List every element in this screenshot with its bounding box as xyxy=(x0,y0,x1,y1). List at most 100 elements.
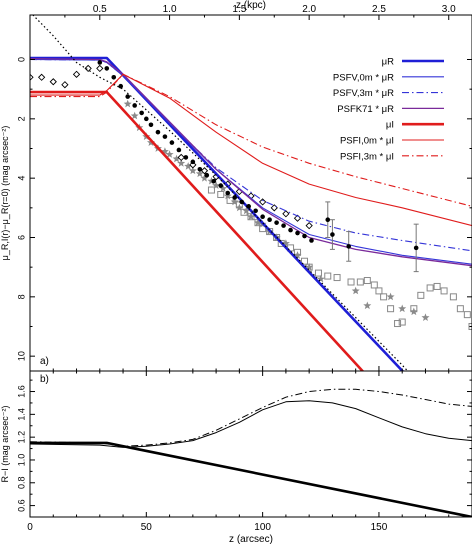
open-square-marker xyxy=(217,190,225,198)
star-marker xyxy=(188,166,197,175)
star-marker xyxy=(247,212,255,221)
panel-b-y-tick-label: 1.4 xyxy=(16,408,26,421)
open-square-marker xyxy=(394,320,402,328)
open-diamond-marker xyxy=(200,167,209,175)
filled-circle-marker xyxy=(169,140,175,145)
open-diamond-marker xyxy=(177,153,185,162)
top-axis-tick-label: 2.0 xyxy=(302,4,316,15)
errorbar-point-marker xyxy=(330,232,335,237)
star-marker xyxy=(223,191,232,200)
open-diamond-marker xyxy=(305,221,313,230)
star-marker xyxy=(184,162,193,170)
panel-b-y-axis-label: R−I (mag arcsec⁻²) xyxy=(0,405,10,482)
star-marker xyxy=(421,313,430,321)
open-diamond-marker xyxy=(96,64,104,73)
open-square-marker xyxy=(426,284,434,292)
open-square-marker xyxy=(456,305,464,313)
star-marker xyxy=(123,99,132,108)
x-tick-label: 50 xyxy=(141,522,153,533)
panel-b: 0.6 0.8 1.0 1.2 1.4 1.6 0 50 100 150 R−I (mag arc… xyxy=(0,370,472,545)
filled-circle-marker xyxy=(295,230,300,236)
panel-a-y-axis-label: μ_R,I(r)−μ_R(r=0) (mag arcsec⁻²) xyxy=(0,126,10,261)
panel-a-series-line-0 xyxy=(30,56,405,371)
open-diamond-marker xyxy=(49,78,57,86)
x-tick-label: 150 xyxy=(371,522,388,533)
panel-a-y-tick-label: 6 xyxy=(16,235,26,240)
filled-circle-marker xyxy=(132,103,137,108)
filled-circle-marker xyxy=(118,83,124,89)
open-square-marker xyxy=(433,282,441,290)
legend-entry-label: PSFK71 * μR xyxy=(337,104,394,115)
open-diamond-marker xyxy=(84,64,92,73)
star-marker xyxy=(160,147,169,155)
filled-circle-marker xyxy=(253,208,258,214)
filled-circle-marker xyxy=(274,220,279,225)
star-marker xyxy=(177,159,186,167)
panel-b-y-tick-label: 0.8 xyxy=(16,477,26,490)
star-marker xyxy=(293,251,302,259)
filled-circle-marker xyxy=(204,172,210,178)
legend-entry-label: PSFV,3m * μR xyxy=(333,88,394,99)
top-axis-label: z (kpc) xyxy=(236,0,266,11)
panel-a-series-line-5 xyxy=(30,73,472,227)
star-marker xyxy=(242,206,251,215)
legend-entry-label: PSFI,0m * μI xyxy=(340,136,394,147)
open-square-marker xyxy=(356,278,364,286)
filled-circle-marker xyxy=(148,122,154,128)
panel-a-series-line-7 xyxy=(32,15,409,371)
open-square-marker xyxy=(375,287,383,295)
open-square-marker xyxy=(333,274,341,282)
filled-circle-marker xyxy=(288,227,293,233)
panel-b-y-tick-label: 0.6 xyxy=(16,499,26,512)
errorbar-point-marker xyxy=(413,245,419,251)
open-diamond-marker xyxy=(270,204,278,212)
open-square-marker xyxy=(463,311,471,319)
open-diamond-marker xyxy=(258,198,267,206)
filled-circle-marker xyxy=(155,129,161,135)
filled-circle-marker xyxy=(176,147,182,153)
open-diamond-marker xyxy=(72,70,81,78)
panel-a-y-tick-label: 2 xyxy=(16,116,26,121)
open-square-marker xyxy=(449,293,457,301)
star-marker xyxy=(316,274,325,283)
filled-circle-marker xyxy=(302,233,307,239)
open-square-marker xyxy=(301,257,309,265)
open-square-marker xyxy=(380,293,388,301)
star-marker xyxy=(230,197,239,206)
star-marker xyxy=(351,286,360,295)
open-square-marker xyxy=(314,269,322,277)
top-axis-tick-label: 2.5 xyxy=(372,4,386,15)
open-square-marker xyxy=(226,196,234,204)
filled-circle-marker xyxy=(246,204,251,209)
filled-circle-marker xyxy=(267,217,272,222)
filled-circle-marker xyxy=(183,155,189,160)
panel-a-y-tick-label: 0 xyxy=(16,57,26,62)
panel-b-plot-area xyxy=(30,388,472,517)
star-marker xyxy=(363,301,372,310)
top-axis-tick-label: 1.0 xyxy=(163,4,177,15)
panel-b-y-tick-label: 1.6 xyxy=(16,385,26,398)
star-marker xyxy=(398,304,407,313)
panel-b-y-tick-label: 1.0 xyxy=(16,454,26,467)
star-marker xyxy=(386,292,395,301)
panel-a-series-line-1 xyxy=(30,58,472,265)
filled-circle-marker xyxy=(281,223,286,228)
panel-b-label: b) xyxy=(40,374,49,385)
panel-b-axes: 0.6 0.8 1.0 1.2 1.4 1.6 0 50 100 150 xyxy=(16,371,472,533)
star-marker xyxy=(409,307,418,316)
filled-circle-marker xyxy=(309,238,314,243)
panel-b-y-tick-label: 1.2 xyxy=(16,431,26,444)
x-tick-label: 100 xyxy=(254,522,271,533)
legend-entry-label: PSFV,0m * μR xyxy=(333,72,394,83)
panel-a-series-line-3 xyxy=(30,57,472,267)
star-marker xyxy=(200,174,209,182)
filled-circle-marker xyxy=(144,116,149,122)
panel-b-series-line-0 xyxy=(30,441,472,517)
open-diamond-marker xyxy=(61,81,69,89)
star-marker xyxy=(219,184,228,192)
open-square-marker xyxy=(324,272,332,280)
panel-b-series-line-2 xyxy=(30,388,472,447)
panel-a-y-tick-label: 4 xyxy=(16,176,26,181)
filled-circle-marker xyxy=(260,214,265,220)
